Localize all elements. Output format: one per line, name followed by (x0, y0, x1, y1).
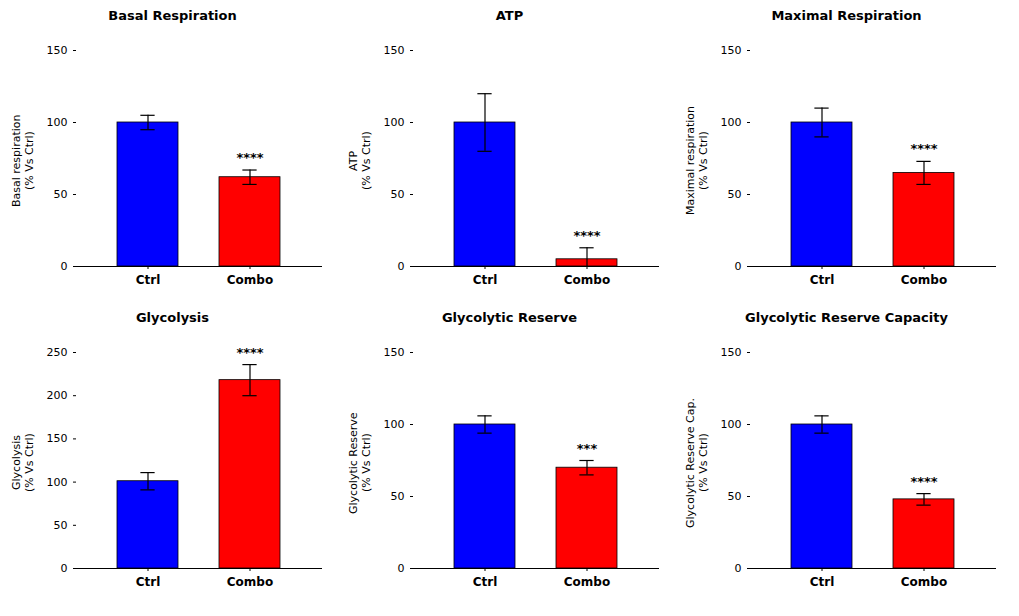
svg-text:100: 100 (47, 116, 68, 129)
svg-text:50: 50 (54, 188, 68, 201)
svg-text:****: **** (910, 474, 937, 489)
html-text:Maximal Respiration: Maximal Respiration (771, 8, 922, 23)
svg-text:0: 0 (61, 260, 68, 273)
html-text:Maximal respiration (% Vs Ctrl: Maximal respiration (% Vs Ctrl) (684, 106, 710, 216)
svg-text:150: 150 (384, 346, 405, 359)
svg-text:0: 0 (398, 562, 405, 575)
svg-text:50: 50 (391, 188, 405, 201)
svg-text:0: 0 (61, 562, 68, 575)
svg-text:****: **** (573, 228, 600, 243)
svg-text:Combo: Combo (564, 273, 610, 287)
html-text:Basal respiration (% Vs Ctrl): Basal respiration (% Vs Ctrl) (10, 114, 36, 208)
svg-text:200: 200 (47, 389, 68, 402)
svg-text:100: 100 (47, 476, 68, 489)
html-text:ATP: ATP (495, 8, 524, 23)
svg-text:0: 0 (398, 260, 405, 273)
svg-text:Combo: Combo (901, 273, 947, 287)
svg-text:150: 150 (721, 346, 742, 359)
svg-text:50: 50 (391, 490, 405, 503)
svg-text:Ctrl: Ctrl (136, 575, 161, 589)
svg-text:Ctrl: Ctrl (473, 273, 498, 287)
html-text:Basal Respiration: Basal Respiration (108, 8, 237, 23)
svg-text:100: 100 (384, 116, 405, 129)
svg-text:250: 250 (47, 346, 68, 359)
html-text:Glycolysis: Glycolysis (135, 310, 209, 325)
svg-text:Combo: Combo (901, 575, 947, 589)
svg-text:150: 150 (47, 432, 68, 445)
html-text:Glycolysis (% Vs Ctrl): Glycolysis (% Vs Ctrl) (10, 433, 36, 493)
html-text:Glycolytic Reserve Cap. (% Vs: Glycolytic Reserve Cap. (% Vs Ctrl) (684, 398, 710, 528)
svg-text:Combo: Combo (227, 575, 273, 589)
svg-text:Combo: Combo (227, 273, 273, 287)
svg-text:100: 100 (721, 418, 742, 431)
svg-text:150: 150 (721, 44, 742, 57)
html-text:ATP (% Vs Ctrl): ATP (% Vs Ctrl) (347, 131, 373, 191)
html-text:Glycolytic Reserve (% Vs Ctrl): Glycolytic Reserve (% Vs Ctrl) (347, 412, 373, 514)
svg-text:****: **** (236, 150, 263, 165)
svg-text:Ctrl: Ctrl (810, 575, 835, 589)
svg-text:0: 0 (735, 260, 742, 273)
svg-text:50: 50 (728, 188, 742, 201)
svg-text:Combo: Combo (564, 575, 610, 589)
svg-text:Ctrl: Ctrl (136, 273, 161, 287)
svg-text:150: 150 (384, 44, 405, 57)
svg-text:****: **** (910, 141, 937, 156)
svg-text:50: 50 (728, 490, 742, 503)
svg-text:100: 100 (384, 418, 405, 431)
svg-text:****: **** (236, 345, 263, 360)
html-text:Glycolytic Reserve: Glycolytic Reserve (441, 310, 578, 325)
svg-text:Ctrl: Ctrl (810, 273, 835, 287)
svg-text:150: 150 (47, 44, 68, 57)
svg-text:100: 100 (721, 116, 742, 129)
html-text:Glycolytic Reserve Capacity: Glycolytic Reserve Capacity (745, 310, 948, 325)
svg-text:***: *** (577, 441, 598, 456)
svg-text:50: 50 (54, 519, 68, 532)
svg-text:0: 0 (735, 562, 742, 575)
svg-text:Ctrl: Ctrl (473, 575, 498, 589)
